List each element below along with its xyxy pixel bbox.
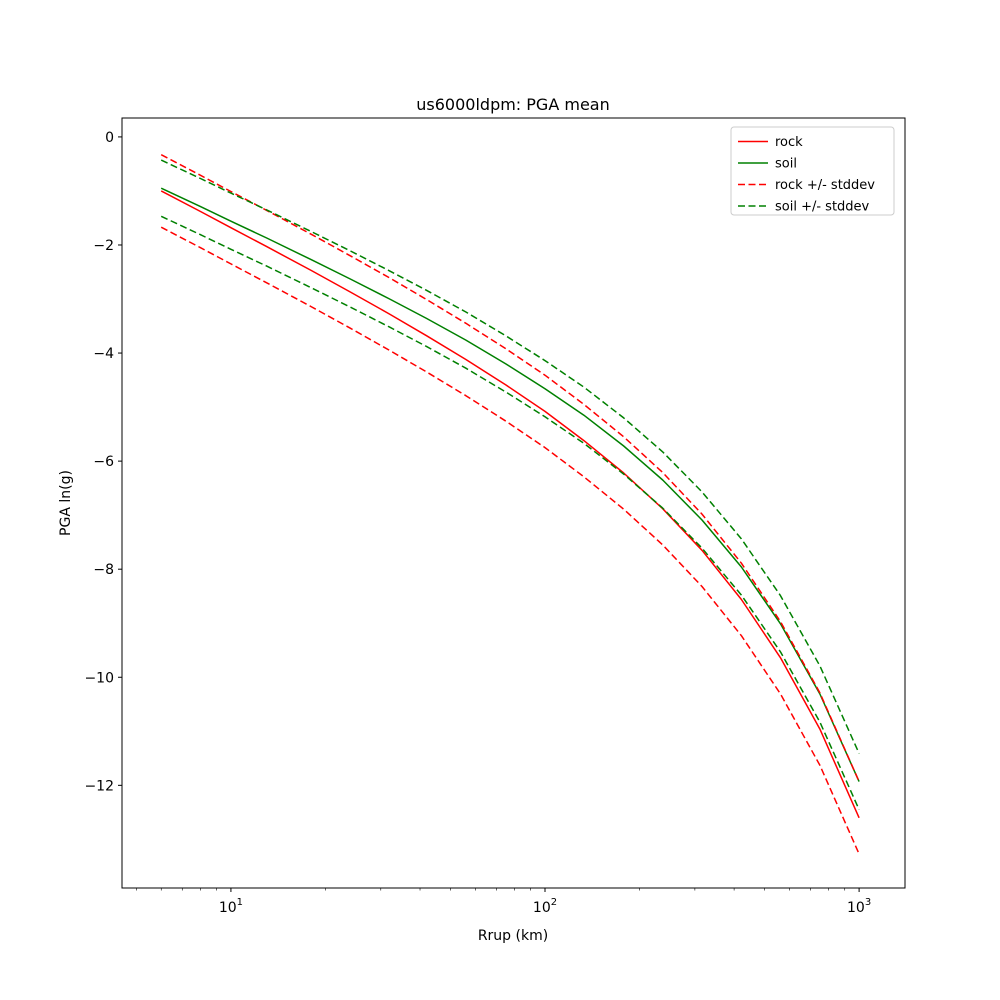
x-axis-ticks: 101 102 103 xyxy=(136,888,871,916)
y-axis-ticks: 0 −2 −4 −6 −8 −10 −12 xyxy=(84,130,122,794)
legend-box xyxy=(730,126,895,216)
legend: rock soil rock +/- stddev soil +/- stddev xyxy=(730,126,895,216)
legend-entry: soil +/- stddev xyxy=(738,200,870,215)
legend-entry: soil xyxy=(738,157,797,172)
y-axis-label: PGA ln(g) xyxy=(58,470,74,536)
axes-frame xyxy=(121,117,906,889)
x-tick-label: 103 xyxy=(847,897,871,916)
legend-entry: rock xyxy=(738,135,803,150)
soil-mean-line xyxy=(160,187,860,782)
x-tick-label: 102 xyxy=(533,897,557,916)
rock-mean-line xyxy=(160,190,860,819)
legend-entry-label: soil xyxy=(775,157,797,172)
legend-entry-label: rock +/- stddev xyxy=(775,178,875,193)
x-axis-label: Rrup (km) xyxy=(478,928,548,944)
legend-entry-label: rock xyxy=(775,135,803,150)
chart-title: us6000ldpm: PGA mean xyxy=(416,95,609,114)
y-tick-label: 0 xyxy=(105,130,114,146)
rock-lower-stddev-line xyxy=(160,226,860,855)
y-tick-label: −6 xyxy=(93,454,114,470)
y-tick-label: −2 xyxy=(93,238,114,254)
soil-upper-stddev-line xyxy=(160,159,860,754)
y-tick-label: −4 xyxy=(93,346,114,362)
y-tick-label: −12 xyxy=(84,778,114,794)
y-tick-label: −8 xyxy=(93,562,114,578)
y-tick-label: −10 xyxy=(84,670,114,686)
legend-entry-label: soil +/- stddev xyxy=(775,200,870,215)
rock-upper-stddev-line xyxy=(160,154,860,782)
x-tick-label: 101 xyxy=(219,897,243,916)
soil-lower-stddev-line xyxy=(160,215,860,810)
legend-entry: rock +/- stddev xyxy=(738,178,875,193)
